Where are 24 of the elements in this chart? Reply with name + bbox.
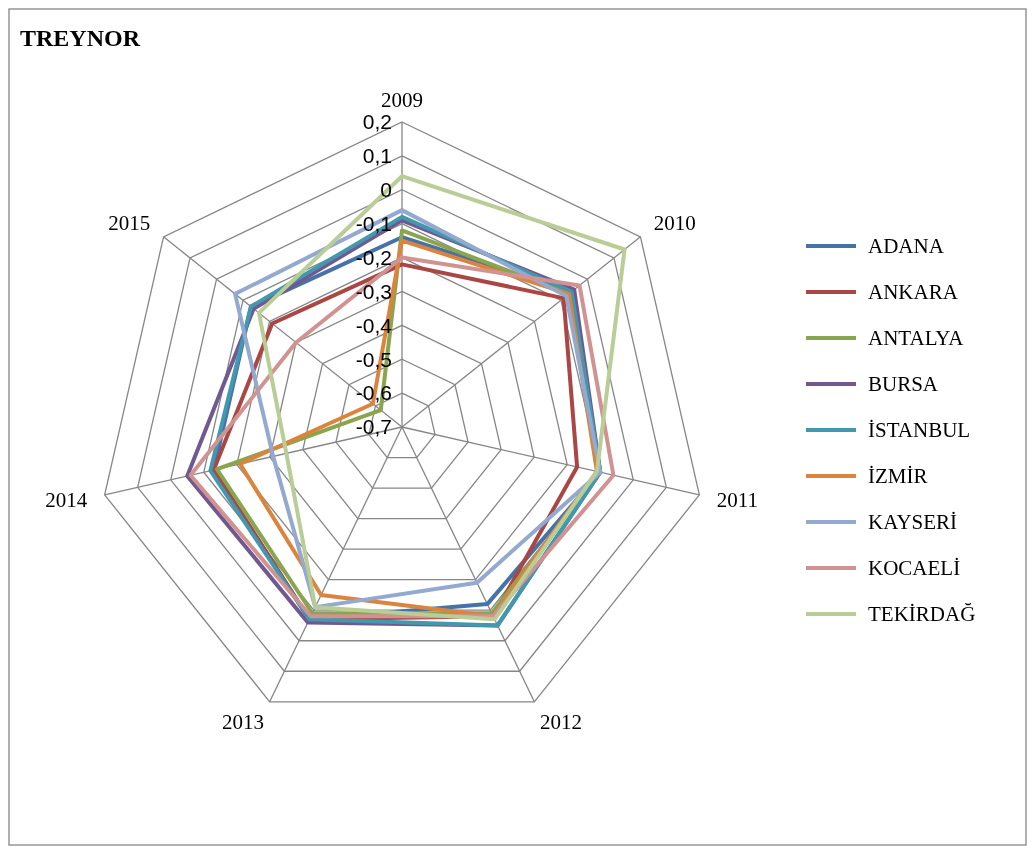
legend-label: ANTALYA: [868, 326, 965, 351]
spoke-label: 2009: [381, 88, 423, 113]
y-tick-label: 0,1: [362, 144, 392, 168]
y-tick-label: -0,2: [355, 245, 392, 269]
legend-label: İZMİR: [868, 464, 928, 489]
legend-label: TEKİRDAĞ: [868, 602, 976, 627]
y-tick-label: -0,1: [355, 212, 392, 236]
spoke-label: 2013: [222, 709, 265, 734]
legend-label: KOCAELİ: [868, 556, 961, 581]
spoke-label: 2012: [539, 709, 582, 734]
chart-title: TREYNOR: [20, 25, 141, 51]
legend-label: ANKARA: [868, 280, 959, 305]
legend-label: BURSA: [868, 372, 939, 397]
y-tick-label: 0,2: [362, 110, 392, 134]
legend-label: ADANA: [868, 234, 945, 259]
spoke-label: 2015: [108, 211, 151, 236]
spoke-label: 2014: [45, 488, 88, 513]
y-tick-label: -0,3: [355, 279, 392, 303]
spoke-label: 2011: [716, 488, 759, 513]
legend-label: KAYSERİ: [868, 510, 958, 535]
legend-label: İSTANBUL: [868, 418, 971, 443]
spoke-label: 2010: [653, 211, 696, 236]
y-tick-label: -0,7: [355, 415, 392, 439]
y-tick-label: 0: [380, 178, 392, 202]
